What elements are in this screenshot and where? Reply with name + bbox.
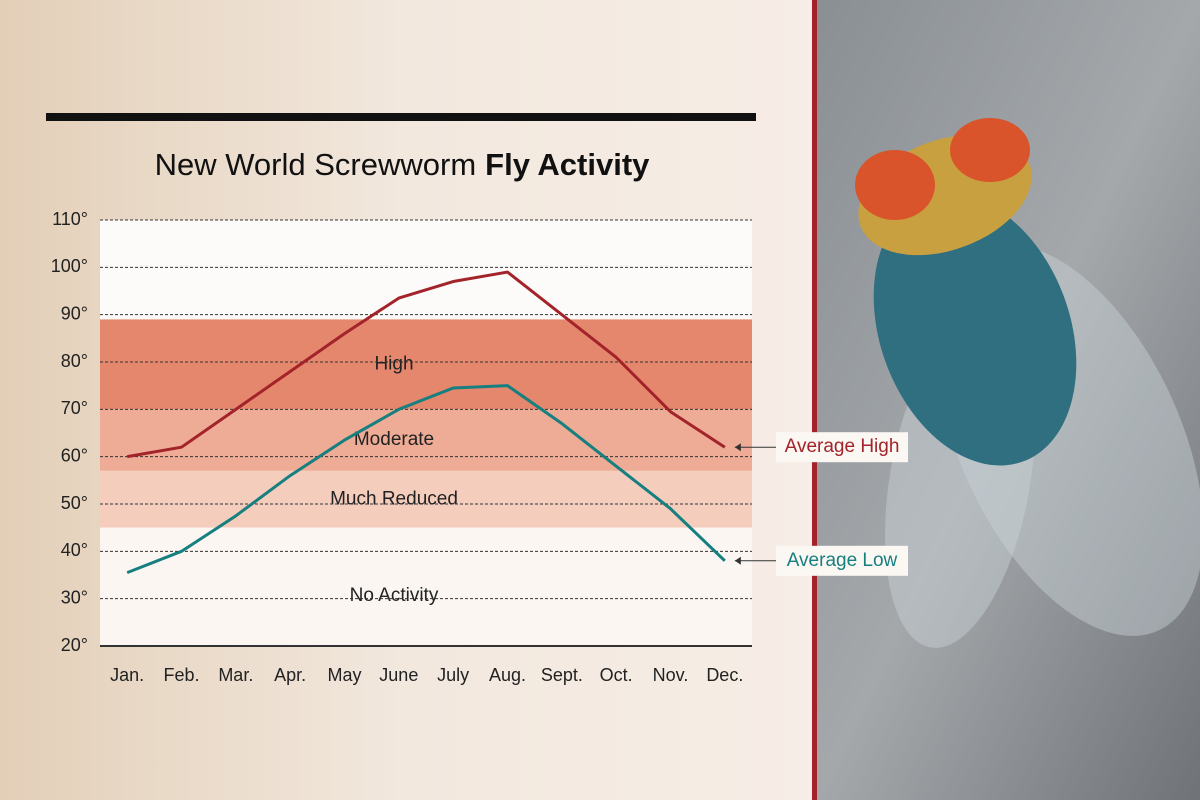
x-tick-label: June xyxy=(379,665,418,685)
y-tick-label: 30° xyxy=(61,587,88,607)
activity-band xyxy=(100,527,752,646)
divider xyxy=(812,0,817,800)
series-line xyxy=(126,384,726,575)
x-tick-label: July xyxy=(437,665,469,685)
x-tick-label: Feb. xyxy=(163,665,199,685)
x-tick-label: Jan. xyxy=(110,665,144,685)
x-tick-label: Dec. xyxy=(706,665,743,685)
legend-arrowhead xyxy=(734,556,741,565)
x-tick-label: Nov. xyxy=(653,665,689,685)
series-line xyxy=(126,270,726,459)
x-tick-label: Aug. xyxy=(489,665,526,685)
y-tick-label: 80° xyxy=(61,351,88,371)
x-tick-label: Mar. xyxy=(218,665,253,685)
x-tick-label: Oct. xyxy=(600,665,633,685)
title-emphasis: Fly Activity xyxy=(485,147,650,182)
band-label: Much Reduced xyxy=(330,488,458,509)
activity-band xyxy=(100,409,752,471)
title-text: New World Screwworm xyxy=(155,147,477,182)
y-tick-label: 100° xyxy=(51,256,88,276)
y-tick-label: 110° xyxy=(52,209,88,229)
fly-illustration xyxy=(855,118,1200,648)
x-tick-label: Apr. xyxy=(274,665,306,685)
y-tick-label: 40° xyxy=(61,540,88,560)
chart-title: New World Screwworm Fly Activity xyxy=(155,147,651,182)
y-tick-label: 90° xyxy=(61,303,88,323)
band-label: High xyxy=(374,353,413,374)
band-label: No Activity xyxy=(350,585,439,606)
band-label: Moderate xyxy=(354,429,434,450)
legend-arrowhead xyxy=(734,443,741,452)
y-tick-label: 60° xyxy=(61,445,88,465)
legend-label: Average High xyxy=(785,436,900,457)
activity-band xyxy=(100,319,752,410)
x-tick-label: Sept. xyxy=(541,665,583,685)
y-tick-label: 50° xyxy=(61,493,88,513)
y-tick-label: 70° xyxy=(61,398,88,418)
y-tick-label: 20° xyxy=(61,635,88,655)
legend-box xyxy=(776,545,908,576)
legend-label: Average Low xyxy=(787,550,898,571)
header-rule xyxy=(46,113,756,121)
activity-band xyxy=(100,470,752,528)
x-tick-label: May xyxy=(327,665,361,685)
legend-box xyxy=(776,432,908,463)
